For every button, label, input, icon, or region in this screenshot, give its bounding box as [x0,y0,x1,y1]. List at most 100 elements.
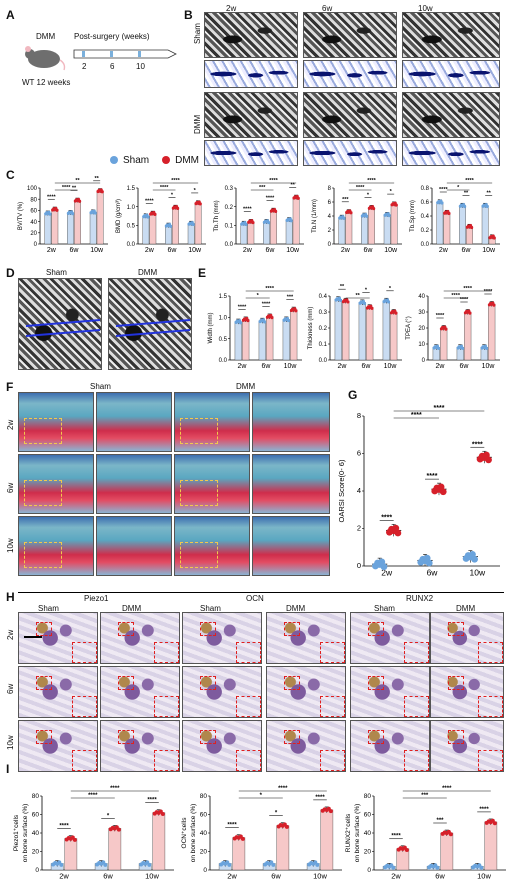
sig-label: **** [160,185,169,191]
data-point [146,215,150,219]
y-tick-label: 0.0 [225,242,234,248]
bar-dmm [172,207,179,245]
ihc-roi-box [118,676,134,690]
ihc-ocn-sham-2w [182,612,262,664]
safo-dmm-10w-low [174,516,250,576]
panel-a-schematic: DMM WT 12 weeks Post-surgery (weeks) 2 6… [22,28,182,98]
sig-label: *** [421,793,429,799]
data-point [267,220,271,225]
y-tick-label: 0.3 [319,310,328,316]
chart-ocn-cells: 0 20 40 60 80 OCN⁺cells on bone surface (%) 2w 6… [181,786,342,881]
legend-sham-marker [110,156,118,164]
ihc-zoom-inset [478,642,503,663]
bar-sham [240,223,248,245]
sig-label: **** [381,514,392,521]
bar-dmm [149,213,157,245]
microct-dmm-6w [303,92,397,138]
legend: Sham DMM [110,154,199,166]
data-point [274,209,278,213]
y-axis-label: Piezo1⁺cells [13,814,20,851]
legend-dmm-label: DMM [175,154,200,166]
sig-label: ** [356,293,361,299]
microct3d-sham-2w [204,60,298,88]
ihc-ocn-dmm-2w [266,612,346,664]
sig-label: ** [464,191,469,197]
bar-sham [436,201,444,245]
x-tick-label: 10w [384,363,398,370]
ihc-ocn-dmm-10w [266,720,346,772]
y-tick-label: 6 [357,449,361,458]
x-tick-label: 2w [439,247,449,254]
safo-dmm-6w-high [252,454,330,514]
y-tick-label: 0.2 [225,205,234,211]
y-tick-label: 6 [328,200,332,206]
sig-label: **** [62,185,71,191]
bar-dmm [345,211,353,245]
data-point [338,298,343,302]
y-tick-label: 0 [357,561,361,570]
x-tick-label: 10w [90,247,104,254]
x-tick-label: 2w [227,872,237,881]
panel-letter-f: F [6,380,14,394]
bar-dmm [390,311,398,361]
data-point [460,346,465,350]
sig-label: **** [451,293,460,299]
y-tick-label: 0.2 [421,228,430,234]
ihc-zoom-inset [404,696,429,717]
y-tick-label: 0.0 [219,358,228,364]
microct-dmm-2w [204,92,298,138]
y-tick-label: 40 [30,220,37,226]
ihc-ocn-dmm-6w [266,666,346,718]
sig-label: **** [265,286,274,292]
x-tick-label: 6w [103,872,113,881]
bar-sham [67,212,74,245]
x-tick-label: 10w [145,872,159,881]
microct3d-dmm-10w [402,140,500,166]
data-point [100,190,104,194]
y-tick-label: 40 [32,830,40,837]
sig-label: **** [269,178,278,184]
bar-sham [187,223,195,245]
y-tick-label: 2 [328,228,332,234]
data-point [72,837,77,842]
y-tick-label: 80 [364,793,372,800]
microct-sham-10w [402,12,500,58]
bar-dmm [368,207,375,245]
f-label-dmm: DMM [236,382,256,391]
zoom-box-dmm-6w [180,480,218,506]
data-point [492,303,496,307]
ihc-roi-box [118,730,134,744]
data-point [238,321,243,325]
bar-sham [282,319,290,361]
data-point [404,848,409,853]
sig-label: * [275,811,278,817]
bar-dmm [152,812,166,871]
sig-label: **** [243,207,252,213]
bar-dmm [194,202,202,245]
sig-label: * [390,189,393,195]
bar-sham [234,321,242,361]
microct-dmm-10w [402,92,500,138]
ihc-piezo1-dmm-10w [100,720,180,772]
data-point [448,832,453,837]
x-tick-label: 10w [313,872,327,881]
sig-label: * [389,286,392,292]
h-piezo1-sham: Sham [38,604,59,613]
data-point [471,555,478,563]
x-tick-label: 2w [391,872,401,881]
b-row-sham: Sham [193,23,202,44]
age-label: WT 12 weeks [22,78,71,87]
sig-label: **** [436,313,445,319]
sig-label: *** [259,185,266,191]
h-marker-piezo1: Piezo1 [84,594,109,603]
y-tick-label: 80 [200,793,208,800]
y-tick-label: 10 [418,342,425,348]
ihc-zoom-inset [236,696,261,717]
ihc-roi-box [284,730,300,744]
y-tick-label: 60 [30,209,37,215]
sig-label: **** [411,412,422,419]
bar-dmm [366,307,374,361]
